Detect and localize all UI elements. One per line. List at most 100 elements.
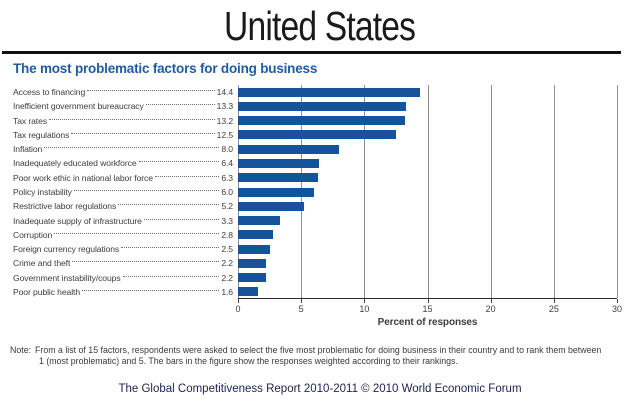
value-label: 14.4 <box>216 87 233 98</box>
gridline <box>553 85 555 299</box>
dot-leader <box>145 104 215 106</box>
value-label: 6.4 <box>221 158 233 169</box>
title-divider <box>2 51 621 54</box>
category-label: Poor public health <box>13 286 80 297</box>
plot-area <box>238 85 618 300</box>
category-row: Access to financing 14.4 <box>13 85 233 99</box>
figure-note: Note: From a list of 15 factors, responde… <box>10 345 632 367</box>
axis-tick <box>617 299 618 304</box>
category-row: Inflation 8.0 <box>13 142 233 156</box>
bar <box>238 230 274 240</box>
category-row: Corruption 2.8 <box>13 228 233 242</box>
gridline <box>427 85 429 299</box>
dot-leader <box>44 147 220 149</box>
category-labels-column: Access to financing 14.4 Inefficient gover… <box>13 85 233 328</box>
gridline <box>490 85 492 299</box>
axis-tick-label: 10 <box>359 304 370 315</box>
category-row: Inefficient government bureaucracy 13.3 <box>13 99 233 113</box>
category-label: Tax rates <box>13 115 47 126</box>
axis-tick-label: 15 <box>422 304 433 315</box>
bar <box>238 287 259 297</box>
bar <box>238 201 304 211</box>
value-label: 13.2 <box>216 115 233 126</box>
bar <box>238 144 340 154</box>
dot-leader <box>48 118 215 120</box>
bar <box>238 101 407 111</box>
dot-leader <box>138 161 220 163</box>
gridline <box>617 85 618 299</box>
category-label: Tax regulations <box>13 129 70 140</box>
bar <box>238 116 405 126</box>
value-label: 12.5 <box>216 129 233 140</box>
value-label: 5.2 <box>221 201 233 212</box>
page-title: United States <box>224 2 416 49</box>
bar <box>238 87 420 97</box>
note-line: Note: From a list of 15 factors, responde… <box>10 345 632 356</box>
bar <box>238 158 319 168</box>
dot-leader <box>71 132 215 134</box>
dot-leader <box>122 275 220 277</box>
category-row: Foreign currency regulations 2.5 <box>13 242 233 256</box>
category-row: Tax regulations 12.5 <box>13 128 233 142</box>
dot-leader <box>143 218 220 220</box>
value-label: 13.3 <box>216 101 233 112</box>
axis-tick <box>490 299 492 304</box>
category-row: Inadequately educated workforce 6.4 <box>13 156 233 170</box>
category-label: Inadequately educated workforce <box>13 158 137 169</box>
value-label: 2.2 <box>221 272 233 283</box>
category-label: Corruption <box>13 229 53 240</box>
bar-chart: Access to financing 14.4 Inefficient gover… <box>13 85 640 328</box>
dot-leader <box>82 289 220 291</box>
value-label: 6.3 <box>221 172 233 183</box>
category-label: Inadequate supply of infrastructure <box>13 215 142 226</box>
dot-leader <box>121 247 220 249</box>
bar <box>238 130 396 140</box>
category-row: Policy instability 6.0 <box>13 185 233 199</box>
axis-tick <box>427 299 429 304</box>
category-row: Inadequate supply of infrastructure 3.3 <box>13 213 233 227</box>
value-label: 8.0 <box>221 144 233 155</box>
dot-leader <box>54 232 220 234</box>
category-label: Crime and theft <box>13 258 71 269</box>
category-row: Poor public health 1.6 <box>13 285 233 299</box>
value-label: 6.0 <box>221 186 233 197</box>
value-label: 2.5 <box>221 244 233 255</box>
bar <box>238 244 270 254</box>
category-label: Government instability/coups <box>13 272 121 283</box>
bar <box>238 216 280 226</box>
category-row: Crime and theft 2.2 <box>13 256 233 270</box>
note-label: Note: <box>10 345 32 356</box>
value-label: 1.6 <box>221 286 233 297</box>
category-label: Foreign currency regulations <box>13 244 120 255</box>
axis-tick <box>301 299 303 304</box>
value-label: 3.3 <box>221 215 233 226</box>
axis-tick <box>364 299 366 304</box>
dot-leader <box>72 261 220 263</box>
category-row: Tax rates 13.2 <box>13 114 233 128</box>
bar <box>238 173 318 183</box>
note-text-line1: From a list of 15 factors, respondents w… <box>35 345 602 356</box>
note-text-line2: 1 (most problematic) and 5. The bars in … <box>39 356 458 367</box>
axis-tick <box>238 299 239 304</box>
x-axis: 0 5 10 15 20 25 30 <box>235 299 622 316</box>
axis-tick <box>553 299 555 304</box>
axis-tick-label: 20 <box>485 304 496 315</box>
value-label: 2.8 <box>221 229 233 240</box>
x-axis-title: Percent of responses <box>377 317 478 329</box>
chart-subtitle: The most problematic factors for doing b… <box>13 61 318 76</box>
axis-tick-label: 5 <box>298 304 304 315</box>
category-label: Access to financing <box>13 87 86 98</box>
dot-leader <box>118 204 220 206</box>
gridline <box>364 85 366 299</box>
value-label: 2.2 <box>221 258 233 269</box>
country-title-block: United States <box>0 0 640 50</box>
bar <box>238 273 266 283</box>
report-footer: The Global Competitiveness Report 2010-2… <box>118 383 522 396</box>
category-label: Policy instability <box>13 186 72 197</box>
category-row: Poor work ethic in national labor force 6… <box>13 171 233 185</box>
dot-leader <box>73 189 220 191</box>
bar <box>238 258 266 268</box>
plot-column: 0 5 10 15 20 25 30 Percent of responses <box>235 85 622 329</box>
category-row: Government instability/coups 2.2 <box>13 270 233 284</box>
